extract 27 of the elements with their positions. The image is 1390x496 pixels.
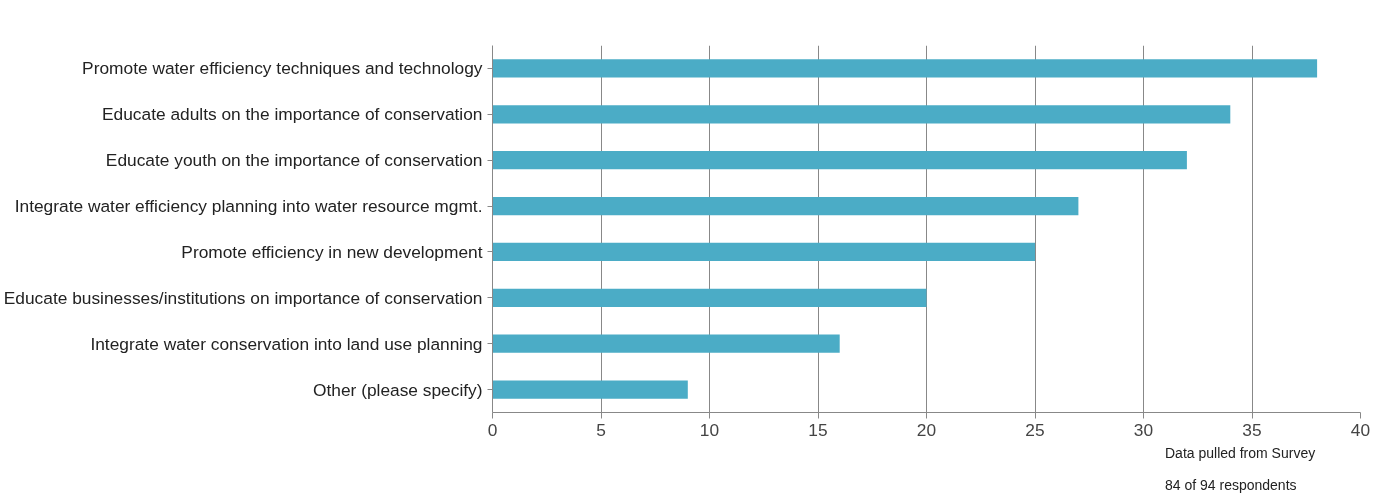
y-tick-label: Integrate water efficiency planning into water resource mgmt. [14,196,483,217]
x-tick-label: 40 [1350,419,1371,440]
bar [492,105,1231,124]
bar [492,380,688,399]
x-tick-label: 35 [1242,419,1262,440]
y-tick-label: Other (please specify) [313,379,483,400]
text: Data pulled from Survey [1165,444,1316,463]
bar [492,196,1079,216]
y-tick-label: Integrate water conservation into land use planning [90,333,483,354]
x-tick-label: 5 [596,419,606,440]
x-tick-label: 10 [699,419,720,440]
y-tick-label: Educate businesses/institutions on importance of conservation [3,287,483,308]
bar [492,59,1318,78]
bar [492,151,1187,170]
y-tick-label: Educate adults on the importance of conservation [102,104,483,125]
x-tick-label: 30 [1133,419,1154,440]
bar [492,334,840,353]
y-tick-label: Promote water efficiency techniques and technology [82,58,483,79]
x-tick-label: 0 [487,419,498,440]
text: 84 of 94 respondents [1165,476,1297,495]
bar [492,242,1035,262]
bar [492,288,927,307]
x-tick-label: 15 [808,419,828,440]
x-tick-label: 25 [1025,419,1045,440]
y-tick-label: Promote efficiency in new development [181,241,483,262]
x-tick-label: 20 [916,419,937,440]
y-tick-label: Educate youth on the importance of conservation [105,150,483,171]
